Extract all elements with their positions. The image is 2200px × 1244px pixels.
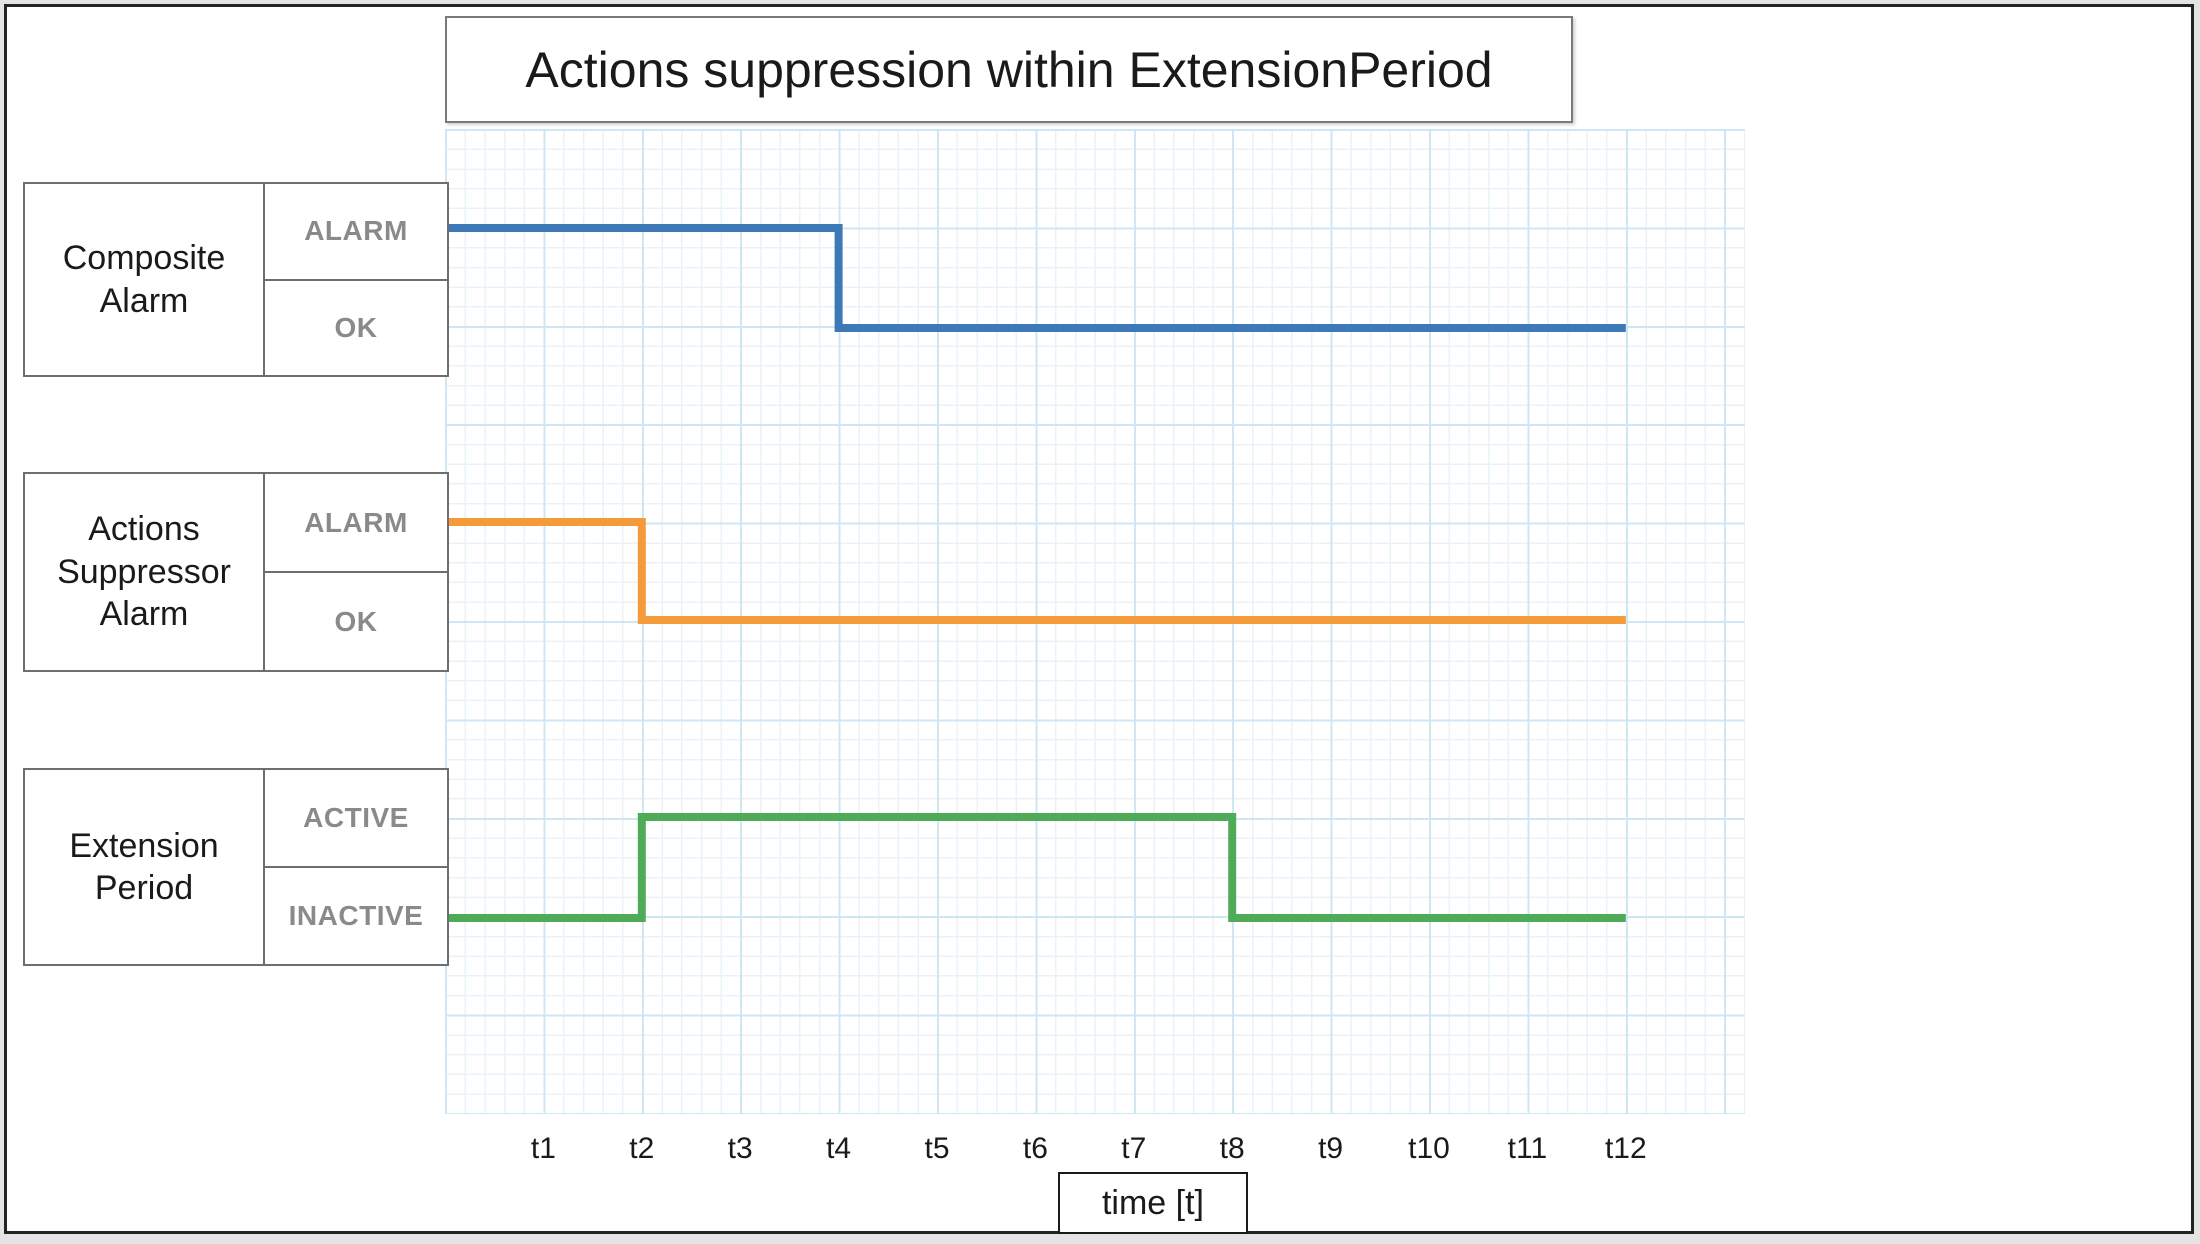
signal-states: ALARM OK [265, 184, 447, 375]
signal-name: Actions Suppressor Alarm [25, 474, 265, 670]
waveform-composite-alarm [448, 224, 1626, 332]
diagram-title: Actions suppression within ExtensionPeri… [525, 41, 1493, 98]
x-tick-label-t2: t2 [629, 1132, 655, 1165]
x-tick-label-t10: t10 [1408, 1132, 1450, 1165]
signal-name: Composite Alarm [25, 184, 265, 375]
signal-label-box-composite-alarm: Composite Alarm ALARM OK [23, 182, 449, 377]
signal-name: Extension Period [25, 770, 265, 964]
x-axis-label: time [t] [1101, 1183, 1205, 1222]
x-axis-label-box: time [t] [1058, 1172, 1248, 1234]
x-tick-label-t3: t3 [727, 1132, 753, 1165]
waveform-extension-period [448, 813, 1626, 922]
waveform-actions-suppressor-alarm [448, 518, 1626, 624]
signal-states: ALARM OK [265, 474, 447, 670]
plot-grid [445, 129, 1745, 1114]
state-label-alarm: ALARM [265, 474, 447, 573]
state-label-ok: OK [334, 605, 378, 637]
x-tick-label-t12: t12 [1604, 1132, 1647, 1165]
state-label-active: ACTIVE [265, 770, 447, 868]
x-tick-label-t6: t6 [1022, 1132, 1048, 1165]
x-tick-label-t4: t4 [826, 1132, 852, 1165]
title-box: Actions suppression within ExtensionPeri… [445, 16, 1573, 123]
x-tick-label-t9: t9 [1318, 1132, 1344, 1165]
signal-label-box-actions-suppressor-alarm: Actions Suppressor Alarm ALARM OK [23, 472, 449, 672]
x-tick-label-t7: t7 [1121, 1132, 1147, 1165]
waveform-lines [448, 224, 1626, 922]
state-label-ok: OK [334, 311, 378, 343]
signal-label-box-extension-period: Extension Period ACTIVE INACTIVE [23, 768, 449, 966]
state-label-inactive: INACTIVE [288, 900, 424, 931]
state-label-alarm: ALARM [265, 184, 447, 281]
x-tick-label-t1: t1 [530, 1132, 556, 1165]
x-tick-label-t8: t8 [1219, 1132, 1245, 1165]
x-tick-label-t5: t5 [924, 1132, 950, 1165]
x-tick-label-t11: t11 [1507, 1132, 1548, 1165]
signal-states: ACTIVE INACTIVE [265, 770, 447, 964]
